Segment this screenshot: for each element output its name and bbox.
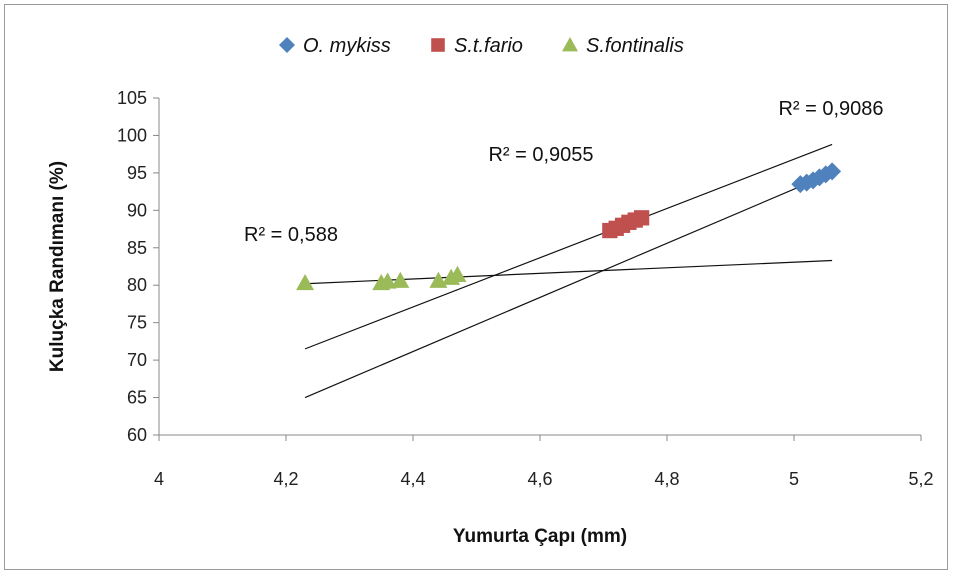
trendline — [304, 143, 833, 350]
x-tick-label: 4 — [154, 469, 164, 489]
data-point-triangle — [448, 265, 467, 282]
y-tick-label: 95 — [127, 163, 147, 183]
data-point-triangle — [429, 271, 448, 288]
y-tick-label: 70 — [127, 350, 147, 370]
trendline — [305, 259, 833, 285]
data-point-diamond — [823, 162, 842, 181]
data-point-square — [633, 210, 650, 226]
y-tick-label: 65 — [127, 388, 147, 408]
x-axis-title: Yumurta Çapı (mm) — [453, 526, 627, 547]
legend-marker-square — [431, 38, 445, 52]
y-tick-label: 80 — [127, 275, 147, 295]
x-tick-label: 5 — [789, 469, 799, 489]
legend-label: O. mykiss — [303, 35, 391, 57]
legend: O. mykiss S.t.fario S.fontinalis — [279, 35, 684, 57]
legend-item: O. mykiss — [279, 35, 391, 57]
x-tick-label: 4,8 — [654, 469, 679, 489]
y-ticks: 60 65 70 75 80 85 90 95 100 105 — [117, 88, 159, 445]
x-ticks: 4 4,2 4,4 4,6 4,8 5 5,2 — [154, 435, 934, 489]
y-tick-label: 105 — [117, 88, 147, 108]
legend-marker-triangle — [562, 37, 578, 52]
data-point-triangle — [296, 273, 315, 291]
y-tick-label: 60 — [127, 425, 147, 445]
y-tick-label: 90 — [127, 200, 147, 220]
y-axis-title: Kuluçka Randımanı (%) — [47, 161, 68, 372]
legend-label: S.fontinalis — [586, 35, 684, 57]
legend-label: S.t.fario — [454, 35, 523, 57]
data-point-triangle — [391, 271, 410, 288]
trendline — [304, 172, 833, 399]
data-points — [296, 162, 842, 291]
r2-label: R² = 0,9086 — [778, 98, 883, 120]
r2-labels: R² = 0,9086 R² = 0,9055 R² = 0,588 — [244, 98, 884, 246]
r2-label: R² = 0,588 — [244, 224, 338, 246]
y-tick-label: 75 — [127, 313, 147, 333]
legend-marker-diamond — [279, 37, 295, 53]
trendlines — [304, 143, 833, 399]
y-tick-label: 85 — [127, 238, 147, 258]
x-tick-label: 4,2 — [273, 469, 298, 489]
x-tick-label: 4,6 — [527, 469, 552, 489]
chart-frame: O. mykiss S.t.fario S.fontinalis 60 65 70 75 8… — [4, 4, 948, 570]
legend-item: S.fontinalis — [562, 35, 684, 57]
legend-item: S.t.fario — [431, 35, 523, 57]
data-point-triangle — [378, 272, 397, 289]
x-tick-label: 4,4 — [400, 469, 425, 489]
x-tick-label: 5,2 — [908, 469, 933, 489]
y-tick-label: 100 — [117, 125, 147, 145]
r2-label: R² = 0,9055 — [488, 144, 593, 166]
scatter-chart: O. mykiss S.t.fario S.fontinalis 60 65 70 75 8… — [47, 35, 934, 547]
